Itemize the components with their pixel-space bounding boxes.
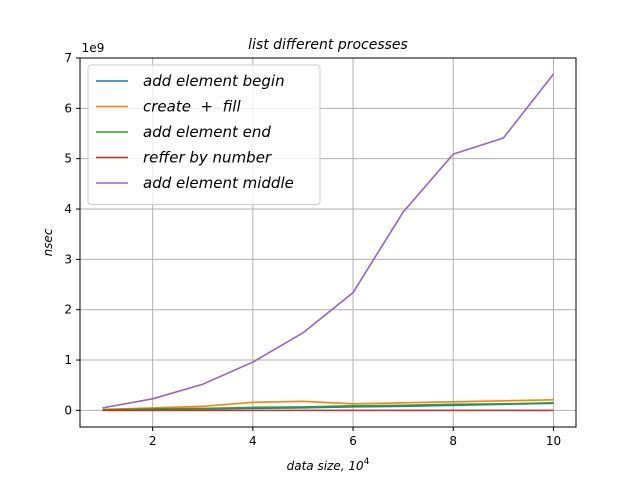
x-tick-label: 2 [149,434,157,448]
y-tick-label: 7 [64,51,72,65]
x-axis-label-main: data size, 10 [287,459,364,473]
legend-label: reffer by number [143,149,272,167]
series-lines [102,73,555,412]
axis-ticks: 2 4 6 8 10 0 1 2 3 4 5 6 7 [64,51,561,448]
x-axis-label: data size, 104 [287,457,370,473]
legend-label: add element begin [143,72,285,90]
x-tick-label: 8 [449,434,457,448]
x-axis-label-exponent: 4 [364,457,370,467]
legend-entries: add element begin create + fill add elemen… [96,72,294,192]
y-tick-label: 3 [64,252,72,266]
legend: add element begin create + fill add elemen… [87,64,321,205]
y-axis-label: nsec [41,228,55,256]
series-line [102,402,554,411]
grid [80,57,576,427]
y-tick-label: 6 [64,101,72,115]
legend-box [87,64,321,205]
y-tick-label: 0 [64,403,72,417]
y-tick-label: 5 [64,152,72,166]
y-tick-label: 2 [64,303,72,317]
y-offset-label: 1e9 [82,41,105,55]
x-tick-label: 10 [546,434,561,448]
series-line [102,399,554,411]
legend-label: add element middle [143,174,294,192]
legend-label: add element end [143,123,271,141]
y-tick-label: 4 [64,202,72,216]
x-tick-label: 4 [249,434,257,448]
y-tick-label: 1 [64,353,72,367]
x-tick-label: 6 [349,434,357,448]
series-line [102,73,555,409]
legend-label: create + fill [143,98,241,116]
chart-title: list different processes [248,37,408,53]
plot-frame [79,57,577,428]
